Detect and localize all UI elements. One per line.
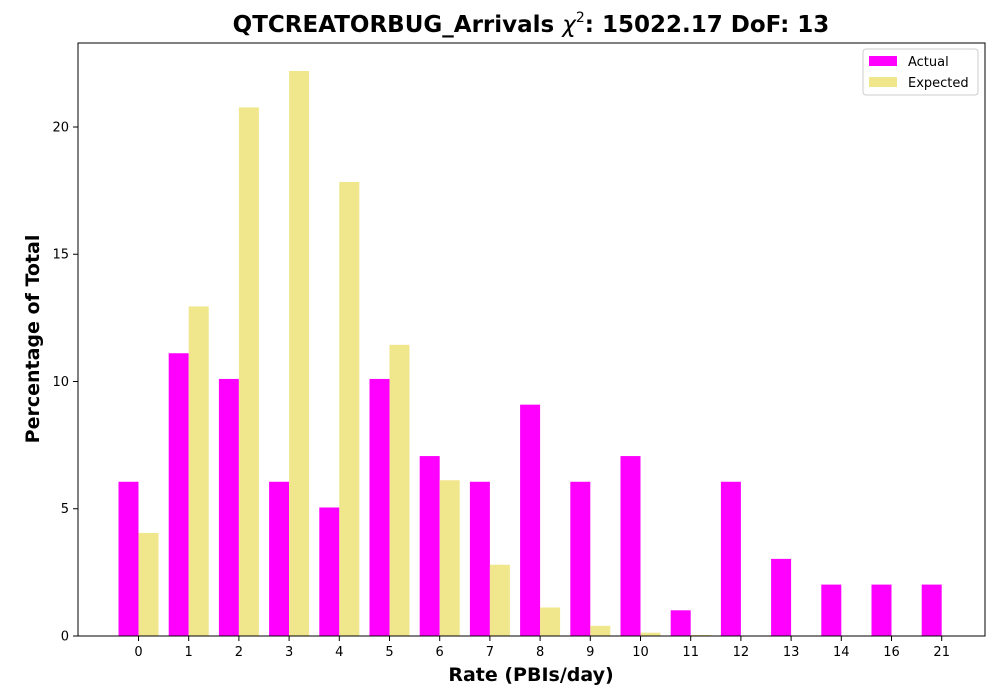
bar-actual-5 xyxy=(369,378,390,636)
bar-actual-7 xyxy=(469,481,490,636)
bar-actual-2 xyxy=(218,378,239,636)
chart-title-superscript: 2 xyxy=(576,10,585,26)
x-tick-label: 21 xyxy=(933,645,950,660)
bar-expected-10 xyxy=(640,632,661,636)
chart-title: QTCREATORBUG_Arrivals χ2: 15022.17 DoF: … xyxy=(233,10,830,38)
x-tick-label: 13 xyxy=(783,645,800,660)
x-tick-label: 2 xyxy=(235,645,243,660)
bar-expected-1 xyxy=(188,306,209,636)
x-tick-label: 10 xyxy=(632,645,649,660)
bar-actual-12 xyxy=(720,481,741,636)
bar-actual-11 xyxy=(670,610,691,636)
chart-title-suffix: : 15022.17 DoF: 13 xyxy=(585,12,830,38)
legend-swatch-expected xyxy=(869,77,897,87)
bar-expected-7 xyxy=(489,564,510,636)
bar-actual-21 xyxy=(921,584,942,636)
x-tick-label: 5 xyxy=(385,645,393,660)
bar-expected-9 xyxy=(590,625,611,636)
x-tick-label: 14 xyxy=(833,645,850,660)
x-tick-label: 0 xyxy=(134,645,142,660)
bar-expected-5 xyxy=(389,344,410,636)
bar-actual-8 xyxy=(520,404,541,636)
legend-swatch-actual xyxy=(869,56,897,66)
x-tick-label: 11 xyxy=(682,645,699,660)
y-tick-label: 10 xyxy=(52,375,69,390)
bar-expected-11 xyxy=(690,634,711,636)
bar-actual-4 xyxy=(319,507,340,636)
x-tick-label: 4 xyxy=(335,645,343,660)
y-tick-label: 0 xyxy=(61,630,69,645)
bar-expected-2 xyxy=(238,107,259,636)
y-tick-label: 20 xyxy=(52,120,69,135)
y-tick-label: 5 xyxy=(61,502,69,517)
bar-actual-1 xyxy=(168,353,189,636)
x-tick-label: 12 xyxy=(733,645,750,660)
bar-actual-9 xyxy=(570,481,591,636)
x-axis-ticks: 0 1 2 3 4 5 6 7 8 9 10 11 12 13 14 16 21 xyxy=(134,636,950,660)
bar-expected-4 xyxy=(339,181,360,636)
bar-actual-14 xyxy=(821,584,842,636)
y-tick-label: 15 xyxy=(52,248,69,263)
x-tick-label: 8 xyxy=(536,645,544,660)
bars-group xyxy=(118,70,942,636)
bar-actual-3 xyxy=(269,481,290,636)
plot-frame xyxy=(77,42,986,637)
legend-label-expected: Expected xyxy=(908,76,969,91)
y-axis-label: Percentage of Total xyxy=(22,235,44,444)
x-tick-label: 9 xyxy=(586,645,594,660)
x-axis-label: Rate (PBIs/day) xyxy=(448,664,613,686)
bar-actual-0 xyxy=(118,481,139,636)
chart-title-prefix: QTCREATORBUG_Arrivals xyxy=(233,12,563,38)
bar-actual-13 xyxy=(771,558,792,636)
bar-actual-10 xyxy=(620,456,641,636)
bar-expected-8 xyxy=(540,607,561,636)
x-tick-label: 6 xyxy=(436,645,444,660)
x-tick-label: 7 xyxy=(486,645,494,660)
y-axis-ticks: 0 5 10 15 20 xyxy=(52,120,78,645)
bar-expected-0 xyxy=(138,532,159,636)
x-tick-label: 3 xyxy=(285,645,293,660)
legend: Actual Expected xyxy=(862,48,979,96)
bar-actual-6 xyxy=(419,456,440,636)
bar-expected-6 xyxy=(439,480,460,636)
chart-title-symbol: χ xyxy=(560,12,577,38)
x-tick-label: 16 xyxy=(883,645,900,660)
x-tick-label: 1 xyxy=(185,645,193,660)
legend-label-actual: Actual xyxy=(908,55,949,70)
bar-actual-16 xyxy=(871,584,892,636)
bar-expected-3 xyxy=(289,70,310,636)
